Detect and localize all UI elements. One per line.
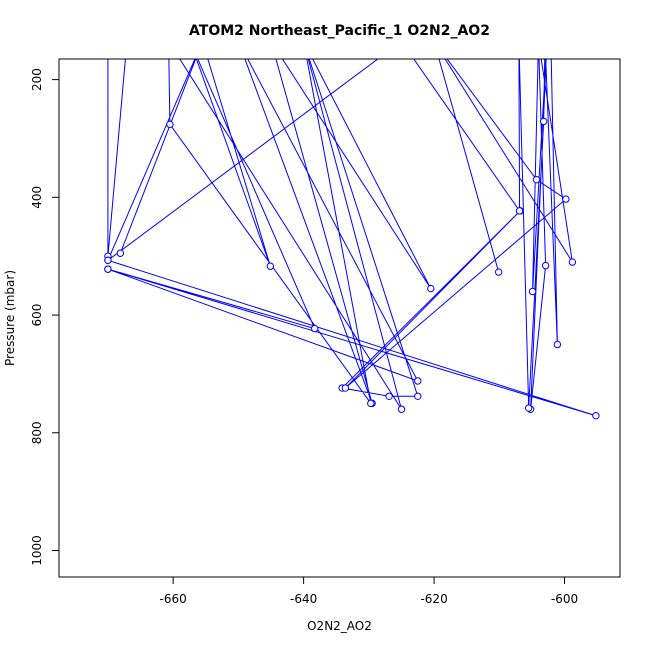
data-point [104,265,112,273]
data-point [532,175,541,184]
data-point [539,117,548,126]
data-point [541,261,550,270]
data-point [524,404,533,412]
data-point [166,120,174,129]
data-point [104,256,112,265]
x-axis: -660 -640 -620 -600 [160,576,578,606]
y-axis-label: Pressure (mbar) [3,270,17,366]
data-point [367,399,375,408]
y-tick-label: 1000 [30,535,44,566]
series-layer [104,59,600,420]
data-point [116,249,125,257]
data-point [592,412,600,420]
x-tick-label: -620 [420,592,447,606]
data-point [311,324,319,333]
y-tick-label: 200 [30,68,44,91]
data-point [397,405,406,413]
data-point [515,207,524,215]
x-axis-label: O2N2_AO2 [307,619,372,633]
y-tick-label: 400 [30,186,44,209]
data-point [385,392,393,400]
chart-title: ATOM2 Northeast_Pacific_1 O2N2_AO2 [189,23,490,39]
data-point [414,377,422,385]
data-point [427,284,435,293]
x-tick-label: -640 [290,592,317,606]
data-point [553,340,562,349]
y-tick-label: 600 [30,304,44,327]
data-point [414,392,422,400]
y-axis: 200 400 600 800 1000 [30,68,60,566]
data-point [341,384,350,392]
data-point [494,268,503,276]
x-tick-label: -600 [551,592,578,606]
data-point [568,258,577,266]
series-line [106,59,597,417]
data-point [266,262,275,270]
data-point [562,195,570,203]
data-point [528,287,537,296]
x-tick-label: -660 [160,592,187,606]
y-tick-label: 800 [30,421,44,444]
